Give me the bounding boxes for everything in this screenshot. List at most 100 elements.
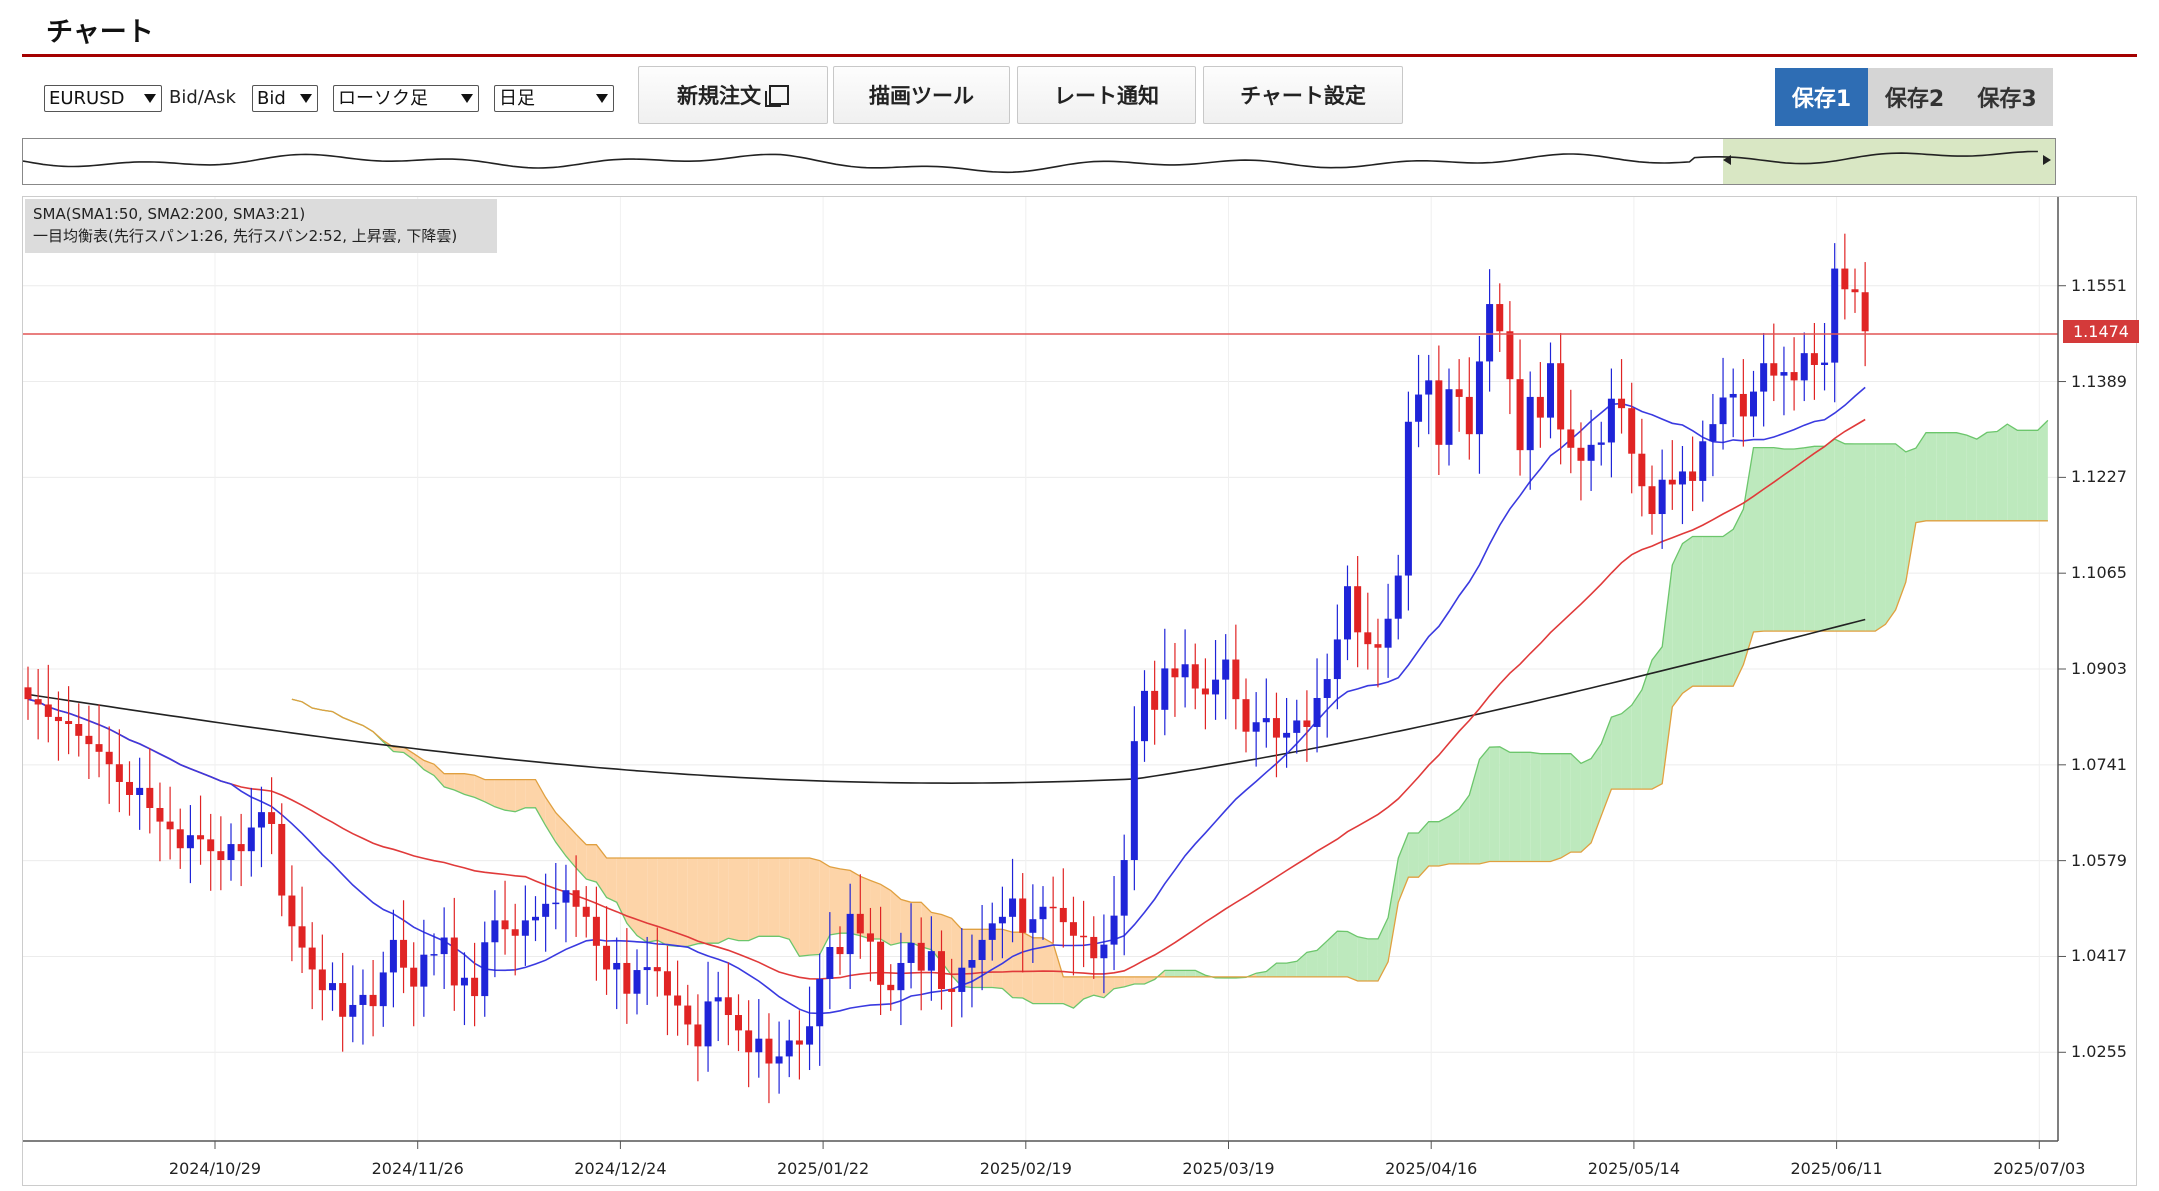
cloud-segment	[1855, 443, 1866, 632]
candle-body	[1049, 906, 1057, 909]
y-tick-label: 1.1389	[2071, 371, 2127, 391]
candle-body	[1547, 363, 1554, 418]
cloud-segment	[687, 857, 698, 947]
y-tick-label: 1.1065	[2071, 563, 2127, 583]
cloud-segment	[911, 902, 922, 947]
candle-body	[643, 967, 651, 971]
cloud-segment	[2007, 424, 2018, 521]
cloud-segment	[1337, 931, 1348, 977]
candle-body	[826, 946, 834, 979]
y-tick-label: 1.0903	[2071, 659, 2127, 678]
cloud-segment	[1844, 443, 1855, 632]
cloud-segment	[1053, 943, 1064, 1004]
cloud-segment	[1712, 536, 1724, 687]
candle-body	[1151, 690, 1159, 710]
new-order-label: 新規注文	[677, 84, 761, 108]
cloud-segment	[2027, 430, 2038, 521]
symbol-value: EURUSD	[49, 88, 125, 109]
cloud-segment	[1438, 816, 1449, 866]
candle-body	[1232, 659, 1240, 700]
cloud-segment	[1002, 929, 1013, 998]
candle-body	[1394, 575, 1402, 619]
candle-body	[1750, 391, 1757, 417]
cloud-segment	[586, 844, 597, 883]
candle-body	[907, 942, 915, 963]
candle-body	[491, 920, 499, 943]
candle-body	[1486, 304, 1494, 362]
rate-alert-button[interactable]: レート通知	[1017, 66, 1196, 124]
cloud-segment	[819, 860, 830, 955]
cloud-segment	[1185, 970, 1196, 977]
cloud-segment	[992, 929, 1003, 989]
candle-body	[694, 1024, 702, 1047]
save2-button[interactable]: 保存2	[1868, 68, 1961, 126]
candle-body	[714, 997, 722, 1002]
cloud-segment	[1682, 536, 1693, 694]
cloud-segment	[596, 844, 607, 898]
cloud-segment	[464, 773, 475, 798]
candle-body	[846, 913, 854, 955]
cloud-segment	[870, 880, 881, 940]
cloud-segment	[1773, 447, 1784, 632]
chart-type-select[interactable]: ローソク足	[333, 85, 479, 112]
candle-body	[1628, 408, 1636, 454]
candle-body	[1374, 644, 1382, 648]
candle-body	[1506, 331, 1514, 380]
cloud-segment	[1915, 432, 1927, 523]
chart-type-value: ローソク足	[338, 88, 428, 109]
candle-body	[704, 1001, 712, 1047]
candle-body	[521, 920, 529, 936]
cloud-segment	[1449, 809, 1460, 864]
chart-svg	[23, 197, 2066, 1149]
ichimoku-cloud	[291, 419, 2049, 1009]
candle-body	[166, 821, 174, 830]
cloud-segment	[1012, 932, 1023, 999]
candle-body	[1678, 471, 1686, 485]
chart-settings-button[interactable]: チャート設定	[1203, 66, 1403, 124]
chart-navigator[interactable]	[22, 138, 2056, 185]
candle-body	[1475, 361, 1483, 435]
candle-body	[785, 1040, 793, 1057]
chevron-down-icon	[596, 94, 608, 103]
cloud-segment	[829, 866, 840, 935]
candle-body	[765, 1038, 773, 1064]
symbol-select[interactable]: EURUSD	[44, 85, 162, 112]
candle-body	[1415, 394, 1423, 422]
cloud-segment	[1083, 976, 1094, 1000]
new-order-button[interactable]: 新規注文	[638, 66, 828, 124]
cloud-segment	[1611, 713, 1622, 790]
cloud-segment	[1103, 976, 1115, 998]
candle-body	[65, 721, 73, 725]
candle-body	[501, 920, 509, 930]
candle-body	[1100, 944, 1108, 959]
chevron-down-icon	[461, 94, 473, 103]
drawing-tools-button[interactable]: 描画ツール	[833, 66, 1010, 124]
cloud-segment	[1601, 717, 1612, 816]
sma-50-line	[27, 418, 1866, 980]
candle-body	[1009, 898, 1017, 917]
candle-body	[877, 941, 885, 985]
y-tick-label: 1.0417	[2071, 946, 2127, 966]
cloud-segment	[494, 779, 506, 811]
timeframe-select[interactable]: 日足	[494, 85, 614, 112]
save1-button[interactable]: 保存1	[1775, 68, 1868, 126]
chart-area[interactable]: SMA(SMA1:50, SMA2:200, SMA3:21) 一目均衡表(先行…	[22, 196, 2139, 1186]
cloud-segment	[1875, 443, 1886, 632]
cloud-segment	[1469, 759, 1480, 864]
cloud-segment	[1783, 448, 1795, 632]
candle-body	[1404, 421, 1412, 576]
cloud-segment	[2017, 430, 2028, 521]
cloud-segment	[1377, 917, 1389, 982]
candle-body	[257, 812, 265, 828]
candle-body	[126, 781, 133, 795]
bidask-select[interactable]: Bid	[252, 85, 318, 112]
candle-body	[1384, 618, 1392, 648]
candle-body	[1323, 679, 1331, 698]
cloud-segment	[647, 857, 658, 943]
navigator-right-handle-icon[interactable]	[2043, 155, 2051, 165]
save3-button[interactable]: 保存3	[1961, 68, 2053, 126]
candle-body	[1120, 860, 1128, 916]
cloud-segment	[1286, 961, 1297, 977]
candle-body	[1465, 396, 1473, 435]
candle-body	[836, 946, 844, 955]
